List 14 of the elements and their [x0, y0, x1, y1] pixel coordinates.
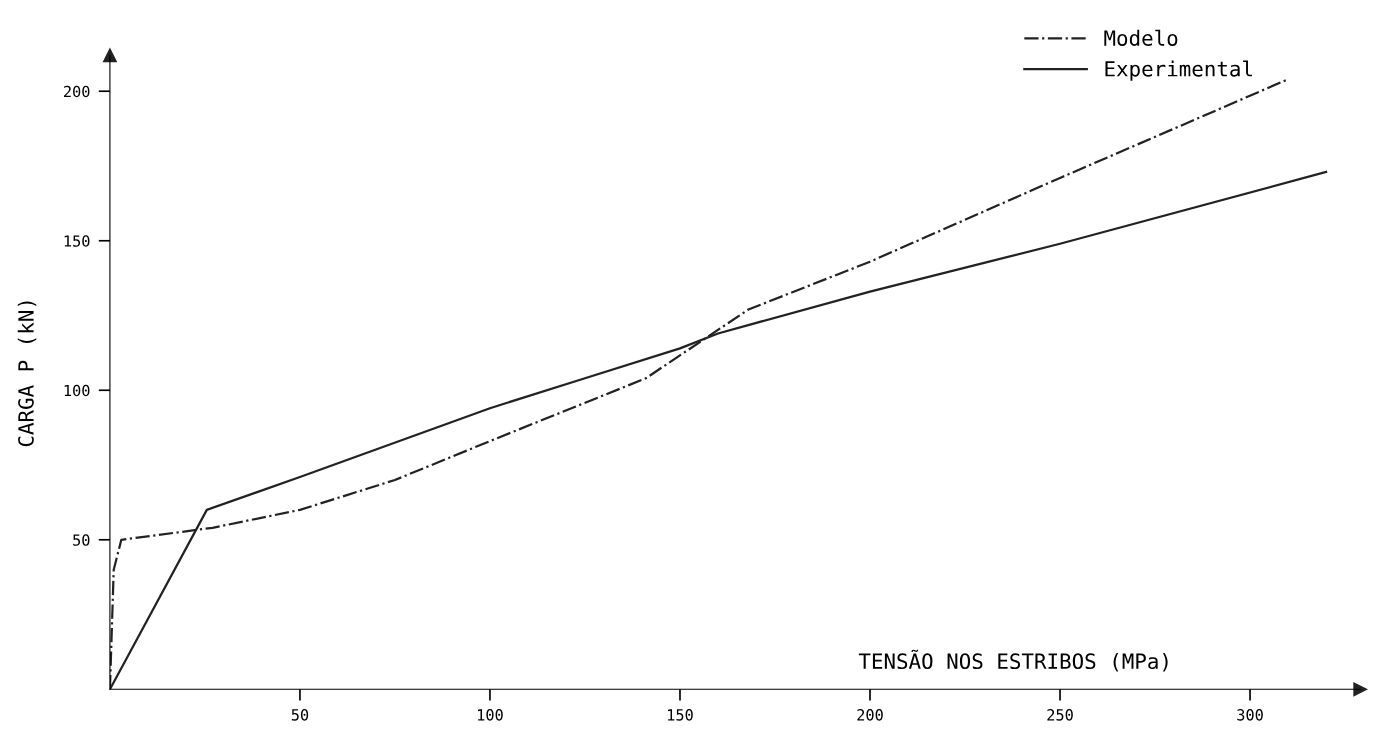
x-tick-label: 50 [291, 709, 309, 721]
legend-label: Modelo [1104, 29, 1178, 46]
y-tick-label: 150 [64, 235, 90, 247]
y-tick-label: 50 [73, 534, 90, 546]
y-axis-title: CARGA P (kN) [17, 301, 37, 447]
x-tick-label: 250 [1047, 709, 1073, 721]
x-tick-label: 100 [478, 709, 503, 721]
y-tick-label: 100 [64, 384, 90, 397]
x-axis-title: TENSÃO NOS ESTRIBOS (MPa) [858, 649, 1168, 672]
x-tick-label: 300 [1237, 709, 1263, 721]
legend-label: Experimental [1105, 60, 1252, 81]
y-tick-label: 200 [64, 85, 90, 98]
x-tick-label: 200 [857, 709, 883, 721]
x-tick-label: 150 [668, 709, 693, 721]
